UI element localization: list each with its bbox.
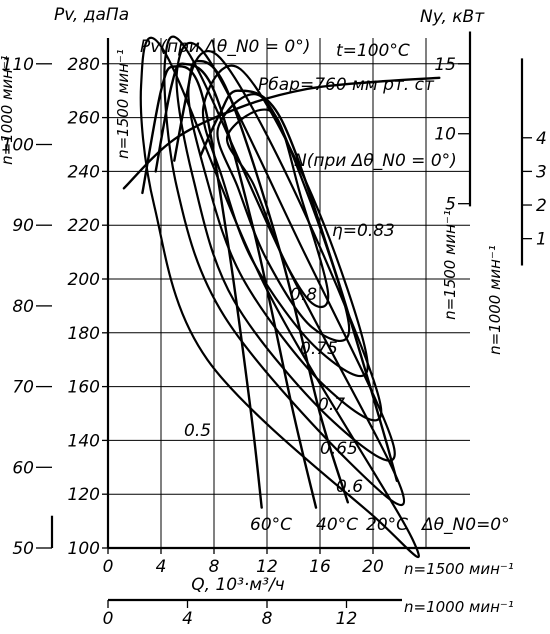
series-label: 40°C: [316, 515, 358, 535]
series-curve: [141, 65, 263, 509]
y-left-1000-tick-label: 50: [12, 539, 34, 559]
x-1000-tick-label: 0: [103, 609, 114, 629]
y-left-1000-speed: n=1000 мин⁻¹: [0, 55, 16, 165]
efficiency-loop-0.65: [175, 41, 396, 462]
y-left-1500-tick-label: 140: [68, 431, 100, 451]
y-left-1500-speed: n=1500 мин⁻¹: [114, 49, 132, 159]
grid: [108, 38, 470, 548]
y-right-1500-speed: n=1500 мин⁻¹: [441, 210, 459, 320]
x-1500-speed: n=1500 мин⁻¹: [404, 560, 514, 578]
x-1000-speed: n=1000 мин⁻¹: [404, 598, 514, 616]
x-1000-tick-label: 8: [262, 609, 273, 629]
x-1000-tick-label: 12: [336, 609, 358, 629]
x-1500-tick-label: 20: [362, 557, 384, 577]
x-1500-tick-label: 12: [256, 557, 278, 577]
efficiency-label: 0.7: [318, 395, 345, 415]
pressure-curve-label: Pv(при Δθ_N0 = 0°): [140, 37, 310, 57]
x-1000-tick-label: 4: [182, 609, 193, 629]
series-label: 20°C: [366, 515, 408, 535]
series-label: Δθ_N0=0°: [420, 515, 510, 535]
y-right-1500-tick-label: 5: [445, 195, 456, 215]
efficiency-label: 0.8: [290, 285, 317, 305]
series-curve: [173, 59, 349, 504]
efficiency-label: 0.6: [336, 477, 363, 497]
labels: 1001201401601802002202402602805060708090…: [0, 5, 547, 629]
y-left-1500-tick-label: 200: [68, 270, 100, 290]
y-left-1500-tick-label: 240: [68, 162, 100, 182]
axes: [36, 31, 532, 608]
y-right-1000-tick-label: 3: [536, 162, 547, 182]
x-1500-tick-label: 4: [156, 557, 167, 577]
y-left-1500-tick-label: 220: [68, 216, 100, 236]
y-left-1000-tick-label: 110: [2, 55, 34, 75]
y-left-1500-tick-label: 120: [68, 485, 100, 505]
series-curve: [199, 89, 399, 482]
efficiency-label: 0.5: [184, 421, 211, 441]
y-right-1000-tick-label: 1: [536, 230, 547, 250]
y-left-1000-tick-label: 80: [12, 297, 34, 317]
efficiency-label: 0.65: [320, 439, 358, 459]
series-curve: [154, 62, 318, 509]
y-right-1000-tick-label: 4: [536, 129, 547, 149]
y-left-1000-tick-label: 60: [12, 458, 34, 478]
y-left-1500-tick-label: 280: [68, 55, 100, 75]
y-right-1500-tick-label: 10: [434, 125, 456, 145]
x-1500-tick-label: 0: [103, 557, 114, 577]
power-curve-label: N(при Δθ_N0 = 0°): [294, 151, 457, 171]
y-left-1500-tick-label: 160: [68, 378, 100, 398]
y-left-1500-title: Pv, даПа: [54, 5, 129, 25]
condition-pressure: Pбар=760 мм рт. ст: [258, 75, 435, 95]
curves: [122, 35, 441, 559]
y-right-1500-tick-label: 15: [434, 55, 456, 75]
y-left-1500-tick-label: 260: [68, 109, 100, 129]
series-curve: [122, 76, 441, 190]
y-left-1000-tick-label: 90: [12, 216, 34, 236]
efficiency-label: 0.75: [300, 339, 338, 359]
y-right-1000-speed: n=1000 мин⁻¹: [486, 245, 504, 355]
y-right-1500-title: Ny, кВт: [420, 7, 485, 27]
condition-temperature: t=100°C: [336, 41, 410, 61]
y-left-1000-tick-label: 100: [2, 136, 34, 156]
series-label: 60°C: [250, 515, 292, 535]
efficiency-loop-0.6: [163, 35, 405, 506]
y-left-1500-tick-label: 100: [68, 539, 100, 559]
efficiency-label: η=0.83: [332, 221, 395, 241]
x-axis-title: Q, 10³·м³/ч: [191, 575, 284, 595]
y-right-1000-tick-label: 2: [536, 196, 547, 216]
y-left-1000-tick-label: 70: [12, 378, 34, 398]
y-left-1500-tick-label: 180: [68, 324, 100, 344]
x-1500-tick-label: 8: [209, 557, 220, 577]
efficiency-loop-0.7: [187, 50, 383, 422]
x-1500-tick-label: 16: [309, 557, 331, 577]
